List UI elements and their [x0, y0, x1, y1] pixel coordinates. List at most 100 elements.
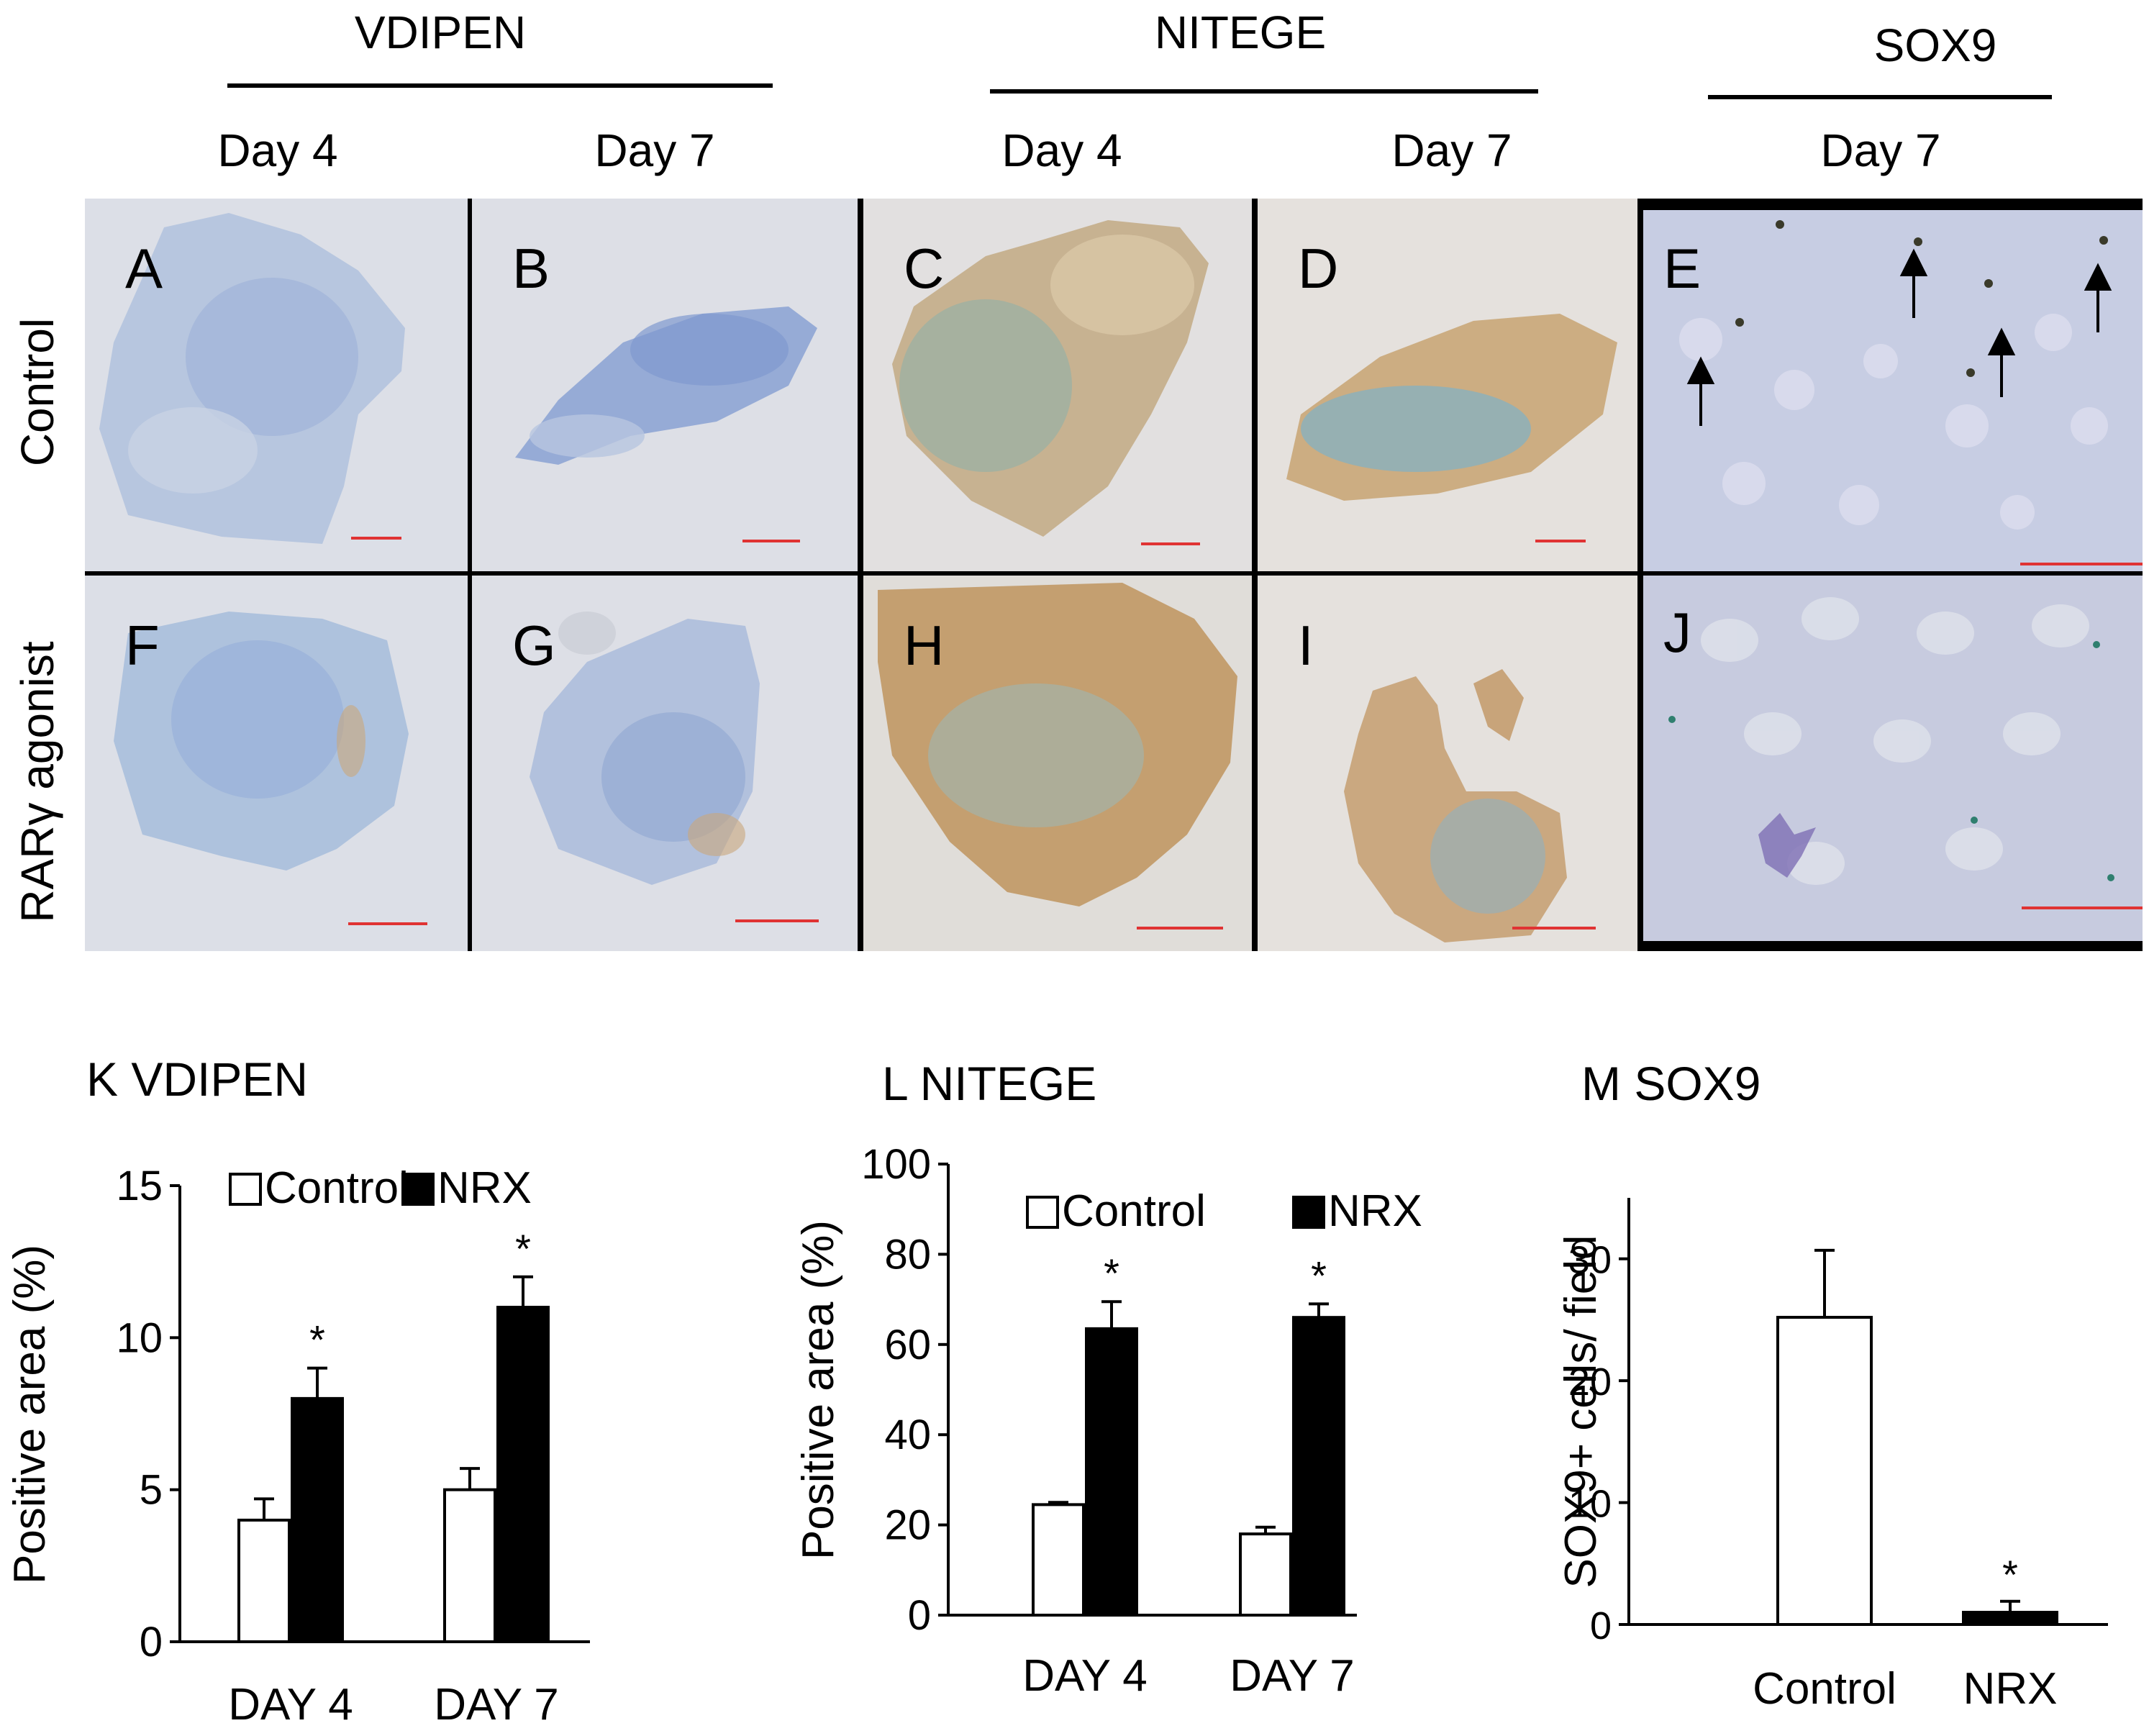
scale-bar-h: [1137, 927, 1223, 930]
header-nitege: NITEGE: [1154, 6, 1327, 58]
y-tick-label: 20: [884, 1502, 931, 1549]
legend-swatch: [1292, 1196, 1325, 1229]
scale-bar-d: [1535, 540, 1586, 542]
panel-label-h: H: [904, 614, 945, 677]
header-day7-sox9: Day 7: [1820, 124, 1941, 176]
bar-control: [1239, 1532, 1292, 1617]
bar-control: [443, 1488, 496, 1644]
bar-nrx: [1292, 1316, 1345, 1617]
category-label: DAY 7: [434, 1680, 558, 1730]
y-axis-label: Positive area (%): [794, 1220, 843, 1560]
y-tick-label: 0: [1590, 1604, 1612, 1648]
y-tick-label: 10: [1568, 1483, 1612, 1526]
significance-mark: *: [2002, 1552, 2018, 1597]
header-sox9-rule: [1708, 95, 2052, 99]
scale-bar-j: [2022, 906, 2143, 909]
panel-label-b: B: [512, 237, 550, 300]
legend-swatch: [229, 1173, 262, 1206]
panel-d: D: [1258, 199, 1637, 571]
y-axis-label: SOX9+ cells/ field: [1556, 1235, 1606, 1588]
tissue-g: [530, 612, 760, 885]
y-tick-label: 0: [140, 1619, 163, 1665]
y-tick-label: 40: [884, 1412, 931, 1458]
panel-h: H: [863, 576, 1252, 951]
tissue-a: [99, 213, 405, 544]
scale-bar-g: [735, 919, 819, 922]
y-tick-label: 80: [884, 1231, 931, 1278]
micrograph-grid: A B C D: [85, 199, 2143, 951]
legend-label: NRX: [1328, 1186, 1422, 1236]
panel-j: J: [1643, 576, 2143, 941]
category-label: DAY 4: [228, 1680, 353, 1730]
scale-bar-f: [348, 922, 427, 925]
tissue-i: [1344, 669, 1567, 942]
panel-b: B: [472, 199, 858, 571]
bar-nrx: [291, 1396, 344, 1644]
scale-bar-e: [2020, 563, 2143, 565]
header-day4-nitege: Day 4: [1001, 124, 1122, 176]
header-day7-nitege: Day 7: [1391, 124, 1512, 176]
y-tick-label: 5: [140, 1467, 163, 1514]
panel-label-d: D: [1298, 237, 1339, 300]
panel-label-g: G: [512, 614, 556, 677]
panel-c: C: [863, 199, 1252, 571]
legend-label: Control: [265, 1163, 409, 1213]
y-tick-label: 60: [884, 1322, 931, 1368]
tissue-f: [114, 612, 409, 871]
panel-e: E: [1643, 210, 2143, 571]
panel-i: I: [1258, 576, 1637, 951]
panel-f: F: [85, 576, 468, 951]
bar-nrx: [496, 1306, 550, 1643]
header-day7-vdipen: Day 7: [594, 124, 715, 176]
category-label: Control: [1753, 1664, 1896, 1714]
tissue-j: [1668, 597, 2114, 885]
legend-label: NRX: [437, 1163, 532, 1213]
header-vdipen-rule: [227, 83, 773, 88]
scale-bar-b: [742, 540, 800, 542]
panel-label-e: E: [1663, 237, 1702, 300]
category-label: DAY 4: [1022, 1651, 1147, 1701]
tissue-h: [878, 583, 1237, 906]
y-tick-label: 100: [861, 1141, 931, 1188]
header-nitege-rule: [990, 89, 1538, 94]
panel-label-a: A: [125, 237, 163, 300]
panel-label-c: C: [904, 237, 945, 300]
category-label: DAY 7: [1230, 1651, 1354, 1701]
panel-label-f: F: [125, 614, 160, 677]
tissue-d: [1286, 314, 1617, 501]
significance-mark: *: [1311, 1253, 1327, 1298]
y-axis-label: Positive area (%): [5, 1245, 55, 1584]
bar-nrx: [1962, 1611, 2058, 1626]
legend-swatch: [1026, 1196, 1059, 1229]
y-tick-label: 0: [908, 1592, 931, 1639]
y-tick-label: 20: [1568, 1360, 1612, 1404]
tissue-c: [892, 220, 1209, 537]
legend-swatch: [401, 1173, 435, 1206]
chart-title-k: K VDIPEN: [86, 1053, 309, 1106]
legend-label: Control: [1062, 1186, 1206, 1236]
tissue-b: [515, 306, 817, 465]
header-sox9: SOX9: [1873, 19, 1997, 71]
category-label: NRX: [1963, 1664, 2058, 1714]
header-day4-vdipen: Day 4: [217, 124, 338, 176]
significance-mark: *: [309, 1317, 325, 1363]
panel-a: A: [85, 199, 468, 571]
scale-bar-a: [351, 537, 401, 540]
scale-bar-i: [1512, 927, 1596, 930]
significance-mark: *: [515, 1226, 531, 1271]
panel-g: G: [472, 576, 858, 951]
bar-control: [237, 1518, 291, 1644]
tissue-e: [1679, 220, 2112, 530]
y-tick-label: 15: [116, 1163, 163, 1209]
panel-label-i: I: [1298, 614, 1314, 677]
chart-title-l: L NITEGE: [882, 1057, 1097, 1110]
header-vdipen: VDIPEN: [354, 6, 527, 58]
significance-mark: *: [1104, 1250, 1119, 1296]
y-tick-label: 10: [116, 1314, 163, 1361]
bar-control: [1776, 1316, 1873, 1627]
bar-nrx: [1085, 1327, 1138, 1617]
bar-control: [1032, 1503, 1085, 1617]
y-tick-label: 30: [1568, 1239, 1612, 1282]
scale-bar-c: [1141, 542, 1200, 545]
